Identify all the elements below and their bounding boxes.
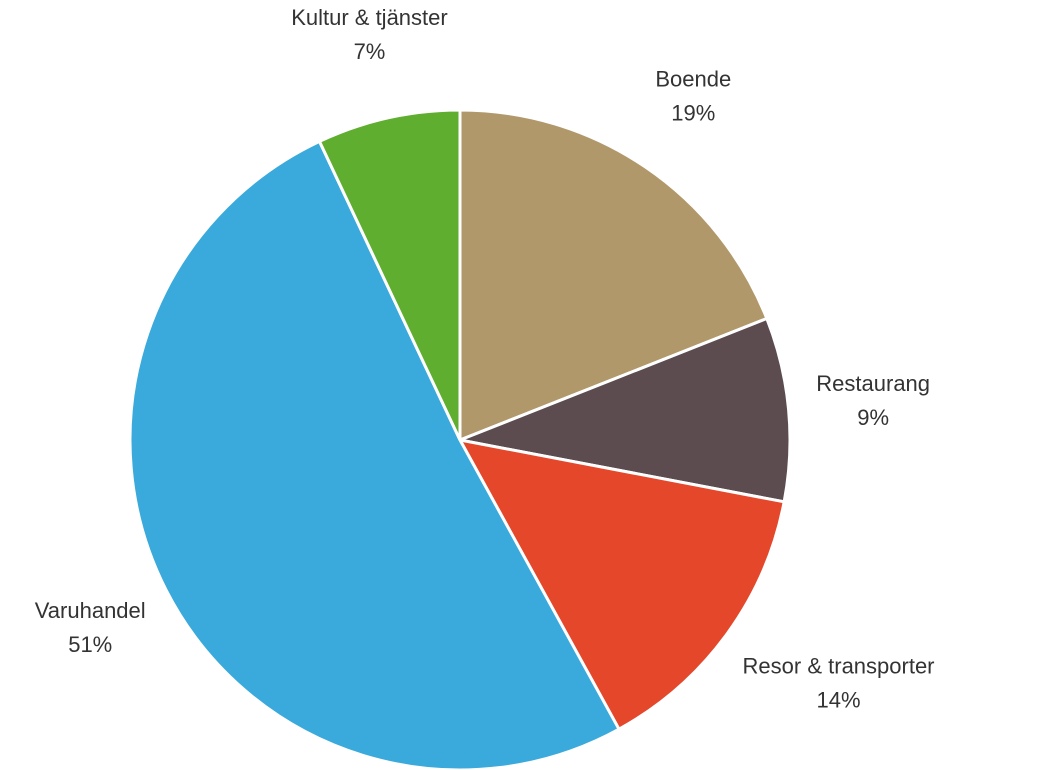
slice-label: Varuhandel <box>35 598 146 623</box>
slice-label: Kultur & tjänster <box>291 5 448 30</box>
pie-slice <box>317 108 462 441</box>
pie-slice <box>458 108 769 443</box>
slice-label: Restaurang <box>816 371 930 396</box>
pie-slice <box>457 437 786 732</box>
slice-value-label: 14% <box>817 688 861 713</box>
slice-label: Boende <box>655 67 731 92</box>
pie-slice <box>454 316 792 504</box>
slice-value-label: 51% <box>68 632 112 657</box>
slice-value-label: 7% <box>354 39 386 64</box>
slice-value-label: 19% <box>671 101 715 126</box>
slice-value-label: 9% <box>857 405 889 430</box>
slice-label: Resor & transporter <box>743 654 935 679</box>
